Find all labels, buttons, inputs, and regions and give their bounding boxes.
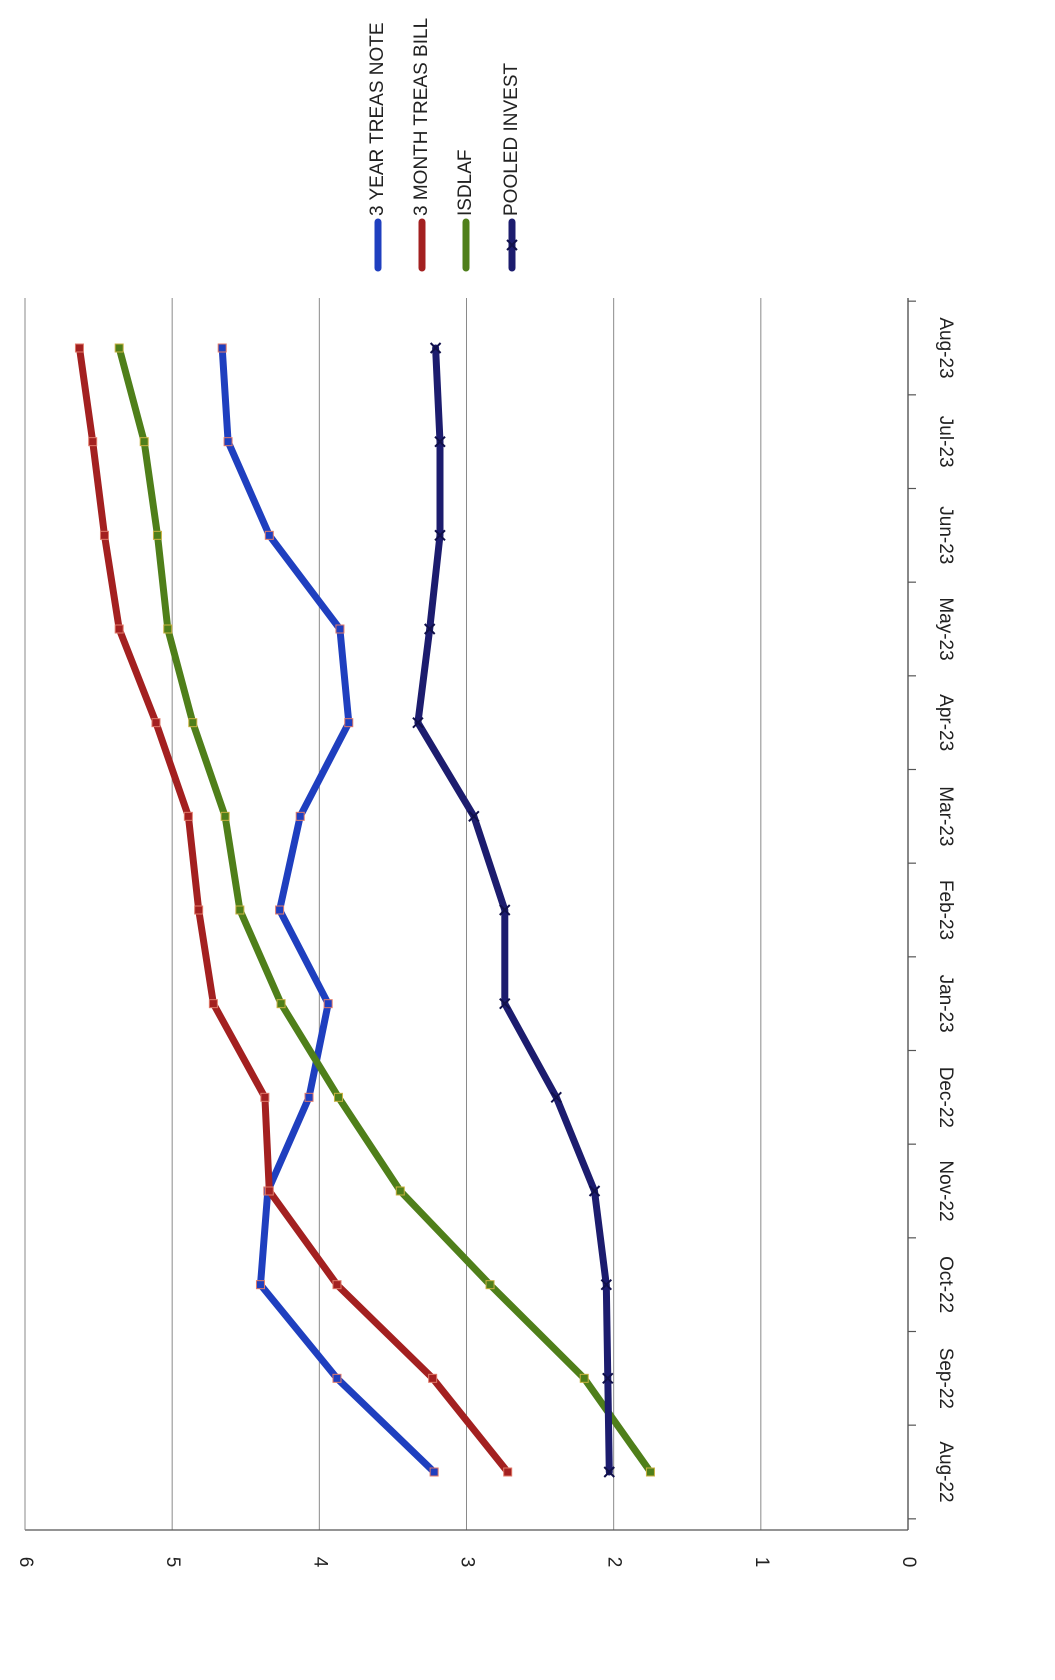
category-label: Apr-23 bbox=[935, 694, 956, 751]
category-label: Aug-23 bbox=[935, 317, 956, 378]
category-label: Dec-22 bbox=[935, 1067, 956, 1128]
category-label: Mar-23 bbox=[935, 786, 956, 846]
data-point bbox=[152, 530, 162, 540]
data-point bbox=[468, 810, 480, 823]
legend-marker bbox=[506, 239, 518, 251]
data-point bbox=[550, 1091, 562, 1104]
data-point bbox=[395, 1186, 405, 1196]
category-label: Aug-22 bbox=[935, 1441, 956, 1502]
category-label: Sep-22 bbox=[935, 1348, 956, 1409]
value-tick-label: 4 bbox=[309, 1557, 330, 1568]
legend-label: POOLED INVEST bbox=[501, 63, 522, 216]
category-label: Oct-22 bbox=[935, 1256, 956, 1313]
data-point bbox=[434, 529, 446, 542]
data-point bbox=[428, 1373, 438, 1383]
data-point bbox=[588, 1185, 601, 1197]
category-label: May-23 bbox=[935, 597, 956, 660]
series-layer bbox=[74, 342, 655, 1478]
data-point bbox=[220, 811, 230, 821]
value-tick-label: 5 bbox=[162, 1557, 183, 1568]
category-label: Jun-23 bbox=[935, 506, 956, 564]
data-point bbox=[74, 343, 84, 353]
data-point bbox=[260, 1092, 270, 1102]
data-point bbox=[333, 1092, 343, 1102]
legend: 3 YEAR TREAS NOTE 3 MONTH TREAS BILL ISDLA… bbox=[367, 18, 522, 272]
value-tick-label: 6 bbox=[15, 1557, 36, 1568]
data-point bbox=[429, 1467, 439, 1477]
data-point bbox=[139, 437, 149, 447]
data-point bbox=[208, 999, 218, 1009]
data-point bbox=[579, 1373, 589, 1383]
data-point bbox=[235, 905, 245, 915]
data-point bbox=[264, 1186, 274, 1196]
data-point bbox=[485, 1280, 495, 1290]
data-point bbox=[255, 1280, 265, 1290]
data-point bbox=[275, 905, 285, 915]
data-point bbox=[499, 997, 511, 1010]
data-point bbox=[335, 624, 345, 634]
data-point bbox=[151, 718, 161, 728]
legend-label: 3 MONTH TREAS BILL bbox=[411, 18, 432, 216]
category-label: Jan-23 bbox=[935, 975, 956, 1033]
data-point bbox=[424, 623, 436, 635]
data-point bbox=[603, 1466, 615, 1478]
axis-layer: 0 1 2 3 4 5 6 Aug-22 Sep-22 Oct-22 Nov-22 Dec-22 Jan… bbox=[15, 300, 956, 1568]
data-point bbox=[114, 624, 124, 634]
category-label: Nov-22 bbox=[935, 1160, 956, 1221]
value-tick-label: 1 bbox=[751, 1557, 772, 1568]
category-label: Jul-23 bbox=[935, 416, 956, 468]
data-point bbox=[99, 530, 109, 540]
grid-layer bbox=[24, 298, 909, 1531]
data-point bbox=[499, 904, 511, 916]
series-line bbox=[218, 344, 438, 1476]
data-point bbox=[276, 999, 286, 1009]
data-point bbox=[323, 999, 333, 1009]
data-point bbox=[645, 1467, 655, 1477]
data-point bbox=[194, 905, 204, 915]
data-point bbox=[217, 343, 227, 353]
value-tick-label: 3 bbox=[456, 1557, 477, 1568]
data-point bbox=[304, 1092, 314, 1102]
data-point bbox=[163, 624, 173, 634]
data-point bbox=[88, 437, 98, 447]
data-point bbox=[295, 811, 305, 821]
data-point bbox=[344, 718, 354, 728]
data-point bbox=[434, 435, 446, 448]
data-point bbox=[264, 530, 274, 540]
data-point bbox=[223, 437, 233, 447]
legend-label: ISDLAF bbox=[455, 149, 476, 216]
value-tick-label: 2 bbox=[604, 1557, 625, 1568]
data-point bbox=[602, 1372, 614, 1385]
data-point bbox=[114, 343, 124, 353]
legend-label: 3 YEAR TREAS NOTE bbox=[367, 22, 388, 216]
data-point bbox=[503, 1467, 513, 1477]
data-point bbox=[183, 811, 193, 821]
data-point bbox=[332, 1373, 342, 1383]
data-point bbox=[429, 342, 442, 354]
data-point bbox=[188, 718, 198, 728]
data-point bbox=[600, 1278, 613, 1291]
category-label: Feb-23 bbox=[935, 880, 956, 940]
data-point bbox=[412, 716, 424, 729]
value-tick-label: 0 bbox=[898, 1557, 919, 1568]
data-point bbox=[332, 1280, 342, 1290]
